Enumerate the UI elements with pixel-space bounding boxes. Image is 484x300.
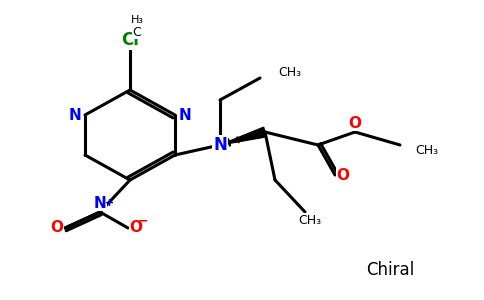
Text: O: O [348,116,362,130]
Text: N: N [93,196,106,211]
Polygon shape [220,127,266,145]
Text: Cl: Cl [121,31,139,49]
Text: CH₃: CH₃ [415,143,438,157]
Text: O: O [336,167,349,182]
Text: N: N [69,107,81,122]
Text: CH₃: CH₃ [278,65,301,79]
Text: Chiral: Chiral [366,261,414,279]
Text: C: C [133,26,141,38]
Text: O: O [130,220,142,236]
Text: N: N [179,107,191,122]
Text: +: + [106,198,115,208]
Text: N: N [213,136,227,154]
Text: CH₃: CH₃ [299,214,321,226]
Text: O: O [50,220,63,236]
Text: H₃: H₃ [131,15,143,25]
Text: −: − [138,214,148,227]
